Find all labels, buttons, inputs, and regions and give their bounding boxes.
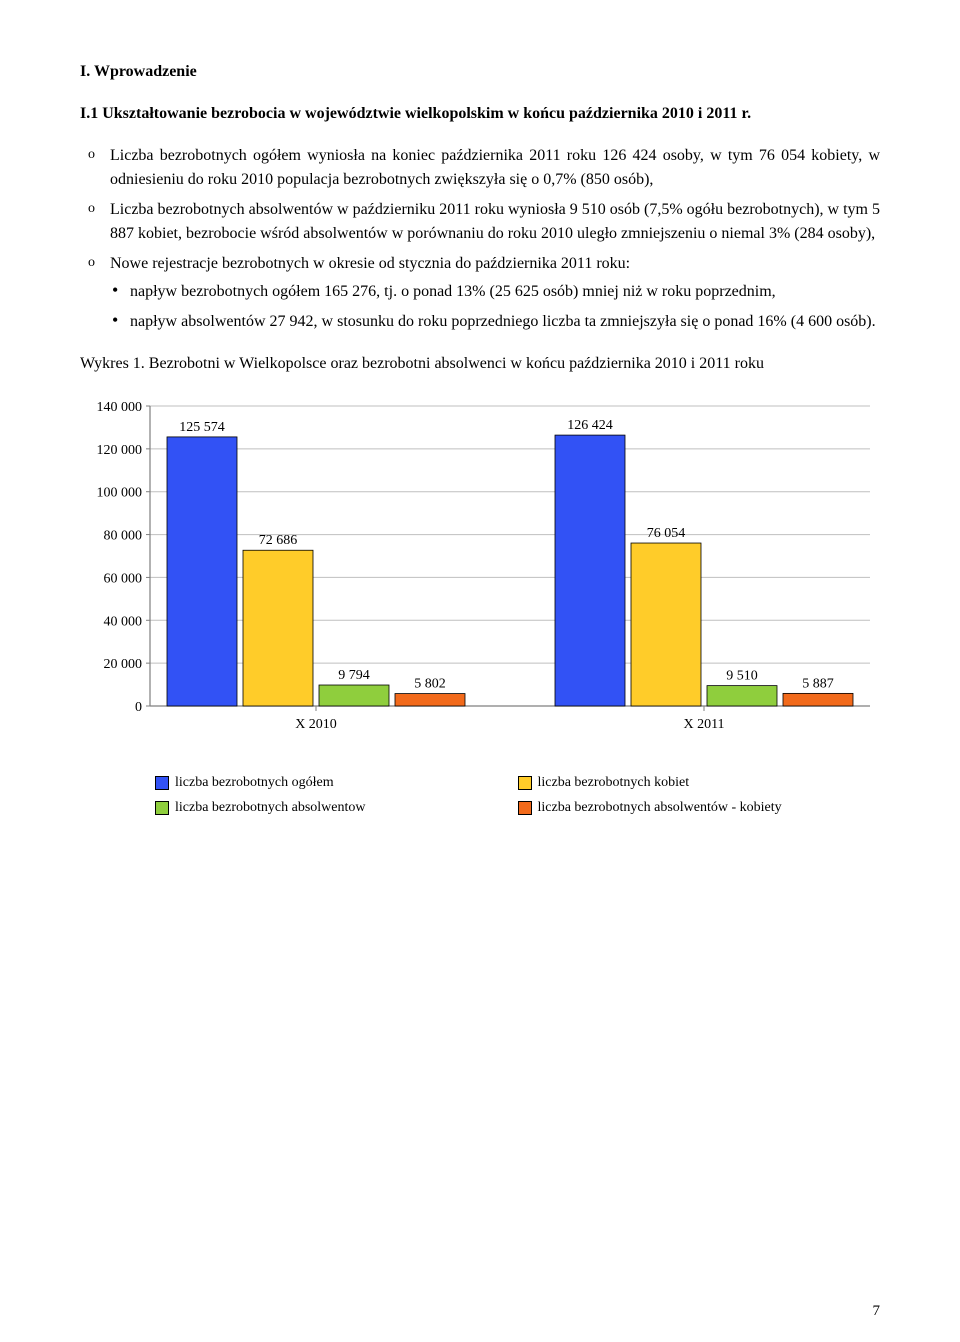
- sub-bullet-item: napływ absolwentów 27 942, w stosunku do…: [110, 310, 880, 334]
- legend-label: liczba bezrobotnych absolwentow: [175, 797, 366, 818]
- chart-svg: 0 20 000 40 000 60 000 80 000 100 000 120 000 1…: [80, 396, 880, 756]
- svg-text:0: 0: [135, 700, 142, 715]
- svg-text:9 510: 9 510: [726, 669, 758, 684]
- svg-text:100 000: 100 000: [97, 486, 143, 501]
- sub-bullet-item: napływ bezrobotnych ogółem 165 276, tj. …: [110, 280, 880, 304]
- bullet-item: Liczba bezrobotnych absolwentów w paździ…: [80, 198, 880, 246]
- legend-item: liczba bezrobotnych absolwentów - kobiet…: [518, 797, 881, 818]
- legend-label: liczba bezrobotnych ogółem: [175, 772, 334, 793]
- page-number: 7: [873, 1300, 881, 1323]
- svg-text:60 000: 60 000: [104, 571, 143, 586]
- bullet-text: Nowe rejestracje bezrobotnych w okresie …: [110, 255, 630, 272]
- legend-item: liczba bezrobotnych kobiet: [518, 772, 881, 793]
- bullet-item: Nowe rejestracje bezrobotnych w okresie …: [80, 252, 880, 334]
- svg-text:120 000: 120 000: [97, 443, 143, 458]
- sub-bullet-list: napływ bezrobotnych ogółem 165 276, tj. …: [110, 280, 880, 334]
- bullet-list: Liczba bezrobotnych ogółem wyniosła na k…: [80, 144, 880, 334]
- legend-swatch: [518, 801, 532, 815]
- svg-text:80 000: 80 000: [104, 529, 143, 544]
- svg-text:5 802: 5 802: [414, 677, 446, 692]
- svg-text:20 000: 20 000: [104, 657, 143, 672]
- svg-text:9 794: 9 794: [338, 668, 370, 683]
- chart-legend: liczba bezrobotnych ogółem liczba bezrobo…: [80, 772, 880, 822]
- svg-text:X 2011: X 2011: [683, 717, 724, 732]
- svg-text:40 000: 40 000: [104, 614, 143, 629]
- svg-text:X 2010: X 2010: [295, 717, 337, 732]
- heading-1: I. Wprowadzenie: [80, 60, 880, 84]
- legend-swatch: [155, 801, 169, 815]
- svg-text:140 000: 140 000: [97, 400, 143, 415]
- svg-text:76 054: 76 054: [647, 526, 686, 541]
- legend-label: liczba bezrobotnych kobiet: [538, 772, 690, 793]
- legend-item: liczba bezrobotnych ogółem: [155, 772, 518, 793]
- svg-text:5 887: 5 887: [802, 676, 834, 691]
- bullet-item: Liczba bezrobotnych ogółem wyniosła na k…: [80, 144, 880, 192]
- legend-label: liczba bezrobotnych absolwentów - kobiet…: [538, 797, 782, 818]
- chart-caption: Wykres 1. Bezrobotni w Wielkopolsce oraz…: [80, 352, 880, 376]
- legend-swatch: [155, 776, 169, 790]
- svg-text:72 686: 72 686: [259, 533, 298, 548]
- heading-2: I.1 Ukształtowanie bezrobocia w wojewódz…: [80, 102, 880, 126]
- legend-item: liczba bezrobotnych absolwentow: [155, 797, 518, 818]
- svg-text:126 424: 126 424: [567, 418, 613, 433]
- svg-text:125 574: 125 574: [179, 420, 225, 435]
- bar-chart: 0 20 000 40 000 60 000 80 000 100 000 120 000 1…: [80, 396, 880, 822]
- legend-swatch: [518, 776, 532, 790]
